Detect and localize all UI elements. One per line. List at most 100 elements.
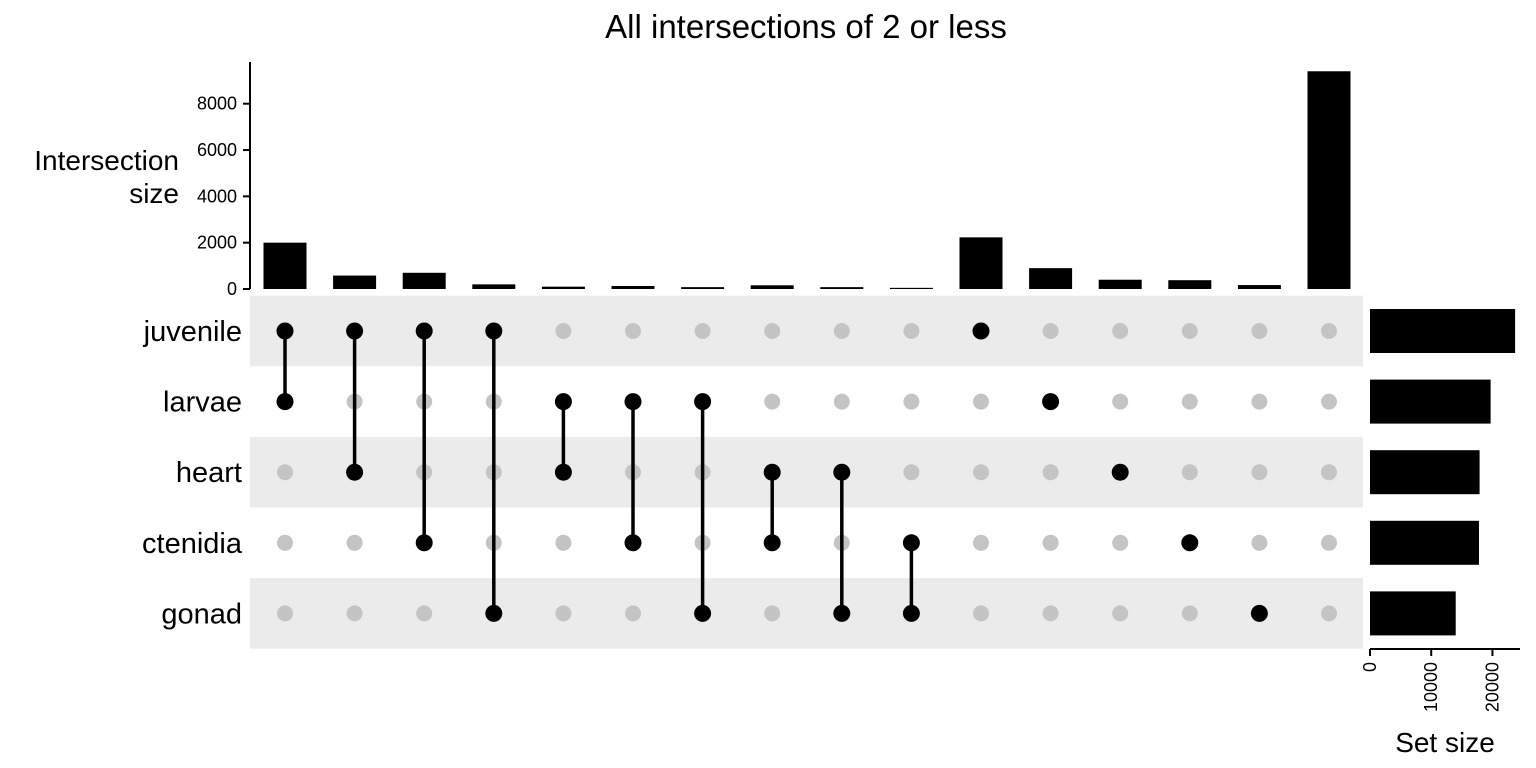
matrix-dot-inactive [1251, 323, 1268, 339]
matrix-dot-active [1111, 463, 1129, 481]
matrix-dot-active [763, 463, 781, 481]
matrix-dot-inactive [555, 534, 572, 551]
matrix-dot-inactive [1042, 323, 1059, 339]
intersection-matrix [276, 322, 1337, 622]
matrix-dot-active [624, 534, 642, 552]
intersection-bar [1237, 285, 1281, 289]
matrix-dot-inactive [625, 323, 641, 339]
matrix-dot-inactive [764, 323, 781, 339]
matrix-dot-active [902, 534, 920, 552]
matrix-dot-inactive [1251, 534, 1268, 551]
set-label-juvenile: juvenile [143, 316, 242, 348]
matrix-dot-active [415, 534, 433, 552]
matrix-dot-inactive [1251, 464, 1268, 481]
intersection-bars [263, 71, 1351, 289]
matrix-dot-active [833, 604, 851, 622]
matrix-dot-inactive [1112, 323, 1129, 339]
matrix-band-gonad [250, 578, 1363, 649]
intersection-bar [959, 237, 1003, 289]
matrix-dot-inactive [973, 393, 989, 410]
set-size-bar-heart [1370, 450, 1480, 495]
matrix-bands [250, 295, 1363, 649]
matrix-dot-inactive [1042, 605, 1059, 622]
set-label-ctenidia: ctenidia [142, 528, 243, 560]
intersection-axis-title-line: size [129, 178, 179, 209]
intersection-bar [402, 272, 446, 289]
intersection-size-axis: 0 2000 4000 6000 8000 [197, 62, 251, 299]
matrix-dot-active [1181, 534, 1199, 552]
matrix-dot-inactive [1042, 464, 1059, 481]
set-size-bar-larvae [1370, 379, 1491, 424]
intersection-bar [1029, 268, 1073, 289]
intersection-bar [333, 275, 377, 289]
matrix-dot-active [346, 463, 364, 481]
matrix-dot-inactive [764, 605, 781, 622]
intersection-axis-tick-label: 0 [227, 279, 237, 299]
intersection-bar [263, 242, 307, 289]
matrix-dot-active [554, 463, 572, 481]
intersection-bar [820, 287, 864, 289]
matrix-dot-inactive [973, 605, 989, 622]
matrix-band-heart [250, 436, 1363, 508]
matrix-dot-active [415, 322, 433, 340]
matrix-dot-inactive [1181, 393, 1198, 410]
intersection-bar [1098, 279, 1142, 289]
matrix-dot-active [972, 322, 990, 340]
matrix-dot-inactive [1112, 393, 1129, 410]
matrix-dot-inactive [1321, 605, 1337, 622]
matrix-dot-active [276, 393, 294, 411]
set-size-axis: 0 10000 20000 [1360, 648, 1520, 712]
set-size-axis-title: Set size [1395, 727, 1495, 758]
matrix-dot-active [554, 393, 572, 411]
matrix-dot-inactive [903, 323, 920, 339]
intersection-bar [889, 287, 933, 289]
intersection-bar [472, 284, 516, 289]
matrix-dot-active [485, 604, 503, 622]
matrix-dot-inactive [1181, 464, 1198, 481]
matrix-dot-active [694, 604, 712, 622]
set-label-larvae: larvae [163, 387, 242, 419]
matrix-dot-inactive [833, 323, 850, 339]
matrix-dot-inactive [1321, 464, 1337, 481]
matrix-dot-active [694, 393, 712, 411]
matrix-dot-active [763, 534, 781, 552]
intersection-size-axis-title: Intersection size [34, 145, 179, 209]
matrix-dot-active [624, 393, 642, 411]
matrix-dot-inactive [277, 605, 293, 622]
set-label-gonad: gonad [161, 598, 242, 630]
matrix-dot-active [485, 322, 503, 340]
matrix-dot-inactive [973, 464, 989, 481]
matrix-dot-inactive [625, 605, 641, 622]
set-size-axis-tick-label: 0 [1360, 662, 1380, 672]
matrix-dot-inactive [1321, 534, 1337, 551]
matrix-dot-inactive [1042, 534, 1059, 551]
matrix-dot-inactive [277, 534, 293, 551]
matrix-dot-active [1250, 604, 1268, 622]
matrix-dot-active [902, 604, 920, 622]
set-size-bars [1370, 309, 1516, 636]
matrix-dot-inactive [1181, 323, 1198, 339]
set-labels: juvenile larvae heart ctenidia gonad [142, 316, 243, 630]
matrix-dot-inactive [555, 323, 572, 339]
intersection-bar [611, 285, 655, 289]
intersection-bar [1307, 71, 1351, 289]
matrix-dot-inactive [416, 605, 433, 622]
matrix-dot-inactive [1321, 393, 1337, 410]
intersection-axis-tick-label: 2000 [197, 233, 237, 253]
intersection-axis-tick-label: 8000 [197, 94, 237, 114]
matrix-dot-inactive [694, 323, 711, 339]
intersection-bar [1168, 280, 1212, 289]
matrix-dot-inactive [903, 464, 920, 481]
intersection-axis-title-line: Intersection [34, 145, 179, 176]
matrix-dot-active [833, 463, 851, 481]
matrix-dot-active [1042, 393, 1060, 411]
intersection-bar [541, 286, 585, 289]
intersection-axis-tick-label: 6000 [197, 140, 237, 160]
matrix-dot-active [276, 322, 294, 340]
matrix-dot-inactive [1112, 534, 1129, 551]
matrix-band-juvenile [250, 295, 1363, 367]
set-size-bar-juvenile [1370, 309, 1516, 353]
matrix-dot-inactive [1251, 393, 1268, 410]
matrix-dot-inactive [973, 534, 989, 551]
